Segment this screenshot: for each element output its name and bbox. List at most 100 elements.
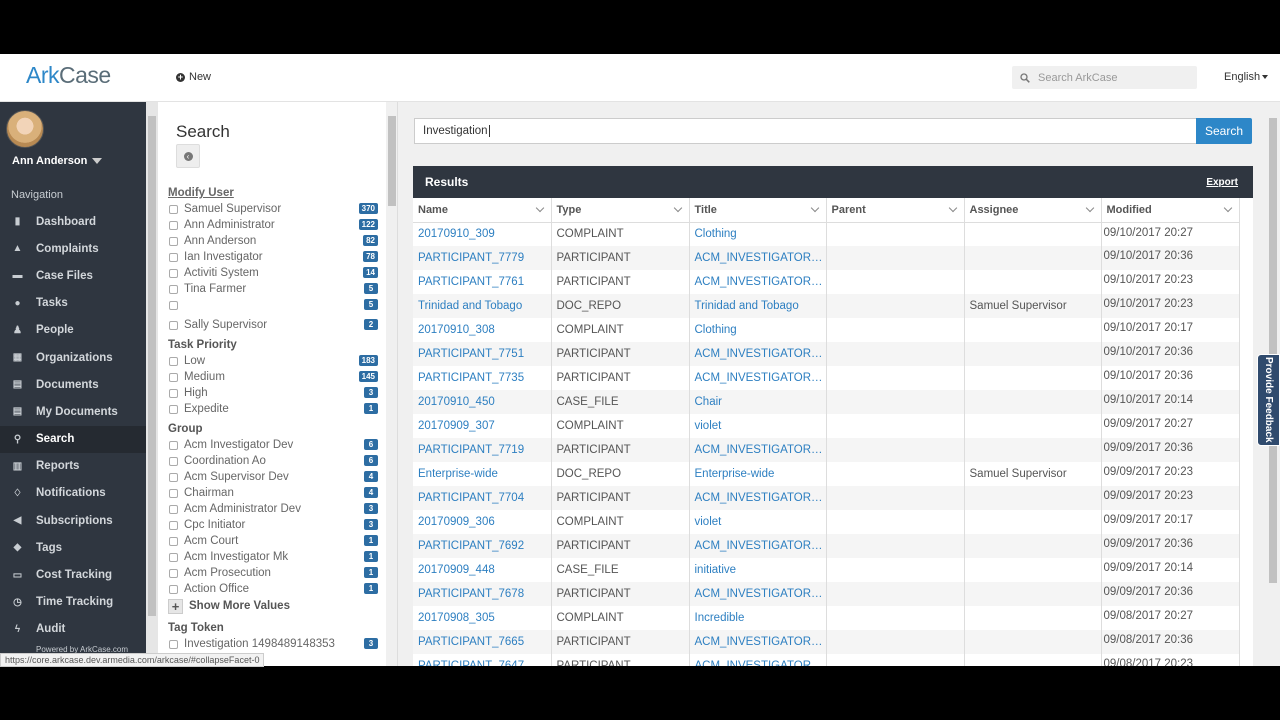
powered-by[interactable]: Powered by ArkCase.com	[36, 645, 129, 654]
table-row[interactable]: 20170909_306 COMPLAINT violet 09/09/2017 20…	[413, 510, 1240, 534]
facet-checkbox[interactable]	[169, 504, 178, 514]
scroll-thumb[interactable]	[148, 116, 156, 616]
cell-title[interactable]: initiative	[689, 558, 827, 582]
column-header-assignee[interactable]: Assignee	[964, 198, 1102, 223]
facet-option[interactable]: High 3	[168, 385, 380, 401]
chevron-down-icon[interactable]	[535, 203, 544, 213]
search-button[interactable]: Search	[1196, 118, 1252, 144]
table-row[interactable]: 20170909_307 COMPLAINT violet 09/09/2017 20…	[413, 414, 1240, 438]
facet-option[interactable]: Ann Administrator 122	[168, 217, 380, 233]
cell-name[interactable]: PARTICIPANT_7665	[413, 630, 552, 654]
facet-option[interactable]: Acm Administrator Dev 3	[168, 501, 380, 517]
table-row[interactable]: 20170910_450 CASE_FILE Chair 09/10/2017 20:…	[413, 390, 1240, 414]
facet-group-title[interactable]: Task Priority	[168, 339, 237, 351]
table-row[interactable]: PARTICIPANT_7704 PARTICIPANT ACM_INVESTIGA…	[413, 486, 1240, 510]
facet-option[interactable]: Chairman 4	[168, 485, 380, 501]
cell-title[interactable]: violet	[689, 414, 827, 438]
cell-name[interactable]: PARTICIPANT_7779	[413, 246, 552, 270]
table-row[interactable]: 20170909_448 CASE_FILE initiative 09/09/201…	[413, 558, 1240, 582]
cell-title[interactable]: ACM_INVESTIGATOR_DEV	[689, 270, 827, 294]
table-row[interactable]: PARTICIPANT_7779 PARTICIPANT ACM_INVESTIGA…	[413, 246, 1240, 270]
table-row[interactable]: PARTICIPANT_7719 PARTICIPANT ACM_INVESTIGA…	[413, 438, 1240, 462]
facet-checkbox[interactable]	[169, 584, 178, 594]
sidebar-item-complaints[interactable]: ▲ Complaints	[0, 235, 146, 262]
facet-checkbox[interactable]	[169, 372, 178, 382]
cell-name[interactable]: 20170909_306	[413, 510, 552, 534]
table-row[interactable]: PARTICIPANT_7665 PARTICIPANT ACM_INVESTIGA…	[413, 630, 1240, 654]
facet-checkbox[interactable]	[169, 536, 178, 546]
cell-title[interactable]: ACM_INVESTIGATOR_DEV	[689, 486, 827, 510]
cell-title[interactable]: ACM_INVESTIGATOR_DEV	[689, 342, 827, 366]
facet-option[interactable]: Ian Investigator 78	[168, 249, 380, 265]
cell-name[interactable]: PARTICIPANT_7735	[413, 366, 552, 390]
scroll-thumb[interactable]	[388, 116, 396, 206]
facet-option[interactable]: Acm Investigator Mk 1	[168, 549, 380, 565]
cell-title[interactable]: Clothing	[689, 318, 827, 342]
table-row[interactable]: Enterprise-wide DOC_REPO Enterprise-wide Sa…	[413, 462, 1240, 486]
sidebar-item-cost-tracking[interactable]: ▭ Cost Tracking	[0, 561, 146, 588]
cell-title[interactable]: violet	[689, 510, 827, 534]
facet-checkbox[interactable]	[169, 220, 178, 230]
table-row[interactable]: PARTICIPANT_7735 PARTICIPANT ACM_INVESTIGA…	[413, 366, 1240, 390]
sidebar-item-notifications[interactable]: ♢ Notifications	[0, 480, 146, 507]
facet-scrollbar-left[interactable]	[146, 102, 158, 666]
facet-group-title[interactable]: Modify User	[168, 187, 234, 199]
cell-name[interactable]: PARTICIPANT_7761	[413, 270, 552, 294]
sidebar-item-subscriptions[interactable]: ◀ Subscriptions	[0, 507, 146, 534]
cell-name[interactable]: 20170910_309	[413, 222, 552, 246]
facet-checkbox[interactable]	[169, 404, 178, 414]
cell-title[interactable]: ACM_INVESTIGATOR_DEV	[689, 630, 827, 654]
sidebar-item-dashboard[interactable]: ▮ Dashboard	[0, 208, 146, 235]
sidebar-item-case-files[interactable]: ▬ Case Files	[0, 262, 146, 289]
facet-checkbox[interactable]	[169, 252, 178, 262]
table-row[interactable]: PARTICIPANT_7761 PARTICIPANT ACM_INVESTIGA…	[413, 270, 1240, 294]
global-search-input[interactable]: Search ArkCase	[1012, 66, 1197, 89]
chevron-down-icon[interactable]	[1223, 203, 1232, 213]
facet-checkbox[interactable]	[169, 204, 178, 214]
cell-name[interactable]: PARTICIPANT_7751	[413, 342, 552, 366]
facet-checkbox[interactable]	[169, 472, 178, 482]
show-more-values-button[interactable]: + Show More Values	[168, 597, 380, 615]
new-button[interactable]: + New	[176, 71, 211, 83]
facet-checkbox[interactable]	[169, 236, 178, 246]
facet-checkbox[interactable]	[169, 268, 178, 278]
facet-checkbox[interactable]	[169, 440, 178, 450]
facet-option[interactable]: Sally Supervisor 2	[168, 317, 380, 333]
facet-option[interactable]: Action Office 1	[168, 581, 380, 597]
cell-name[interactable]: 20170910_308	[413, 318, 552, 342]
sidebar-item-documents[interactable]: ▤ Documents	[0, 371, 146, 398]
cell-title[interactable]: ACM_INVESTIGATOR_DEV	[689, 582, 827, 606]
cell-title[interactable]: ACM_INVESTIGATOR_DEV	[689, 534, 827, 558]
facet-option[interactable]: Expedite 1	[168, 401, 380, 417]
cell-title[interactable]: ACM_INVESTIGATOR_DEV	[689, 246, 827, 270]
cell-name[interactable]: 20170909_307	[413, 414, 552, 438]
facet-option[interactable]: Activiti System 14	[168, 265, 380, 281]
facet-option[interactable]: Acm Supervisor Dev 4	[168, 469, 380, 485]
arkcase-logo[interactable]: ArkCase	[26, 62, 111, 89]
cell-title[interactable]: Trinidad and Tobago	[689, 294, 827, 318]
sidebar-item-organizations[interactable]: ▦ Organizations	[0, 344, 146, 371]
facet-group-title[interactable]: Group	[168, 423, 203, 435]
chevron-down-icon[interactable]	[673, 203, 682, 213]
column-header-title[interactable]: Title	[689, 198, 827, 223]
sidebar-item-time-tracking[interactable]: ◷ Time Tracking	[0, 589, 146, 616]
column-header-parent[interactable]: Parent	[826, 198, 965, 223]
scroll-thumb[interactable]	[1269, 118, 1277, 583]
cell-title[interactable]: Incredible	[689, 606, 827, 630]
facet-option[interactable]: Medium 145	[168, 369, 380, 385]
facet-checkbox[interactable]	[169, 639, 178, 649]
facet-group-title[interactable]: Tag Token	[168, 622, 224, 634]
collapse-facets-button[interactable]: ‹	[176, 144, 200, 168]
table-row[interactable]: 20170908_305 COMPLAINT Incredible 09/08/201…	[413, 606, 1240, 630]
facet-checkbox[interactable]	[169, 300, 178, 310]
cell-name[interactable]: PARTICIPANT_7719	[413, 438, 552, 462]
cell-name[interactable]: Trinidad and Tobago	[413, 294, 552, 318]
sidebar-item-tags[interactable]: ◆ Tags	[0, 534, 146, 561]
cell-name[interactable]: Enterprise-wide	[413, 462, 552, 486]
table-row[interactable]: 20170910_308 COMPLAINT Clothing 09/10/2017 …	[413, 318, 1240, 342]
cell-name[interactable]: PARTICIPANT_7692	[413, 534, 552, 558]
search-query-input[interactable]: Investigation	[414, 118, 1197, 144]
table-row[interactable]: PARTICIPANT_7692 PARTICIPANT ACM_INVESTIGA…	[413, 534, 1240, 558]
cell-title[interactable]: ACM_INVESTIGATOR_DEV	[689, 438, 827, 462]
facet-checkbox[interactable]	[169, 456, 178, 466]
